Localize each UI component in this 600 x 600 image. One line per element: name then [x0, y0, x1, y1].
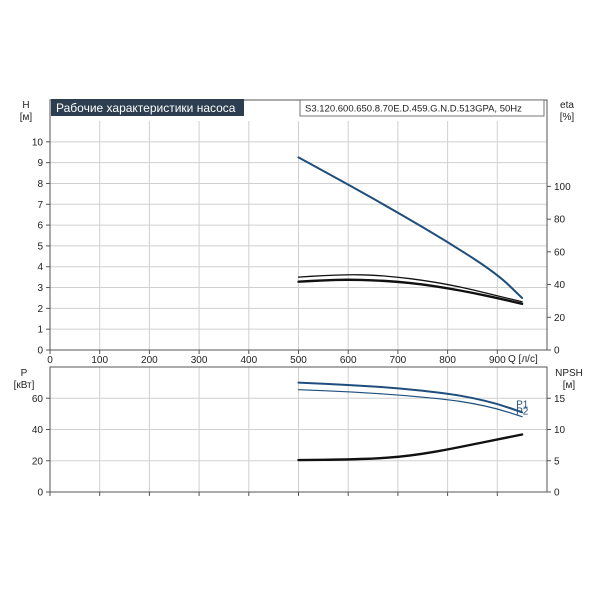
series-line-top-0 [297, 156, 524, 299]
y-right-tick-label: 15 [554, 394, 566, 405]
x-tick-label: 400 [240, 355, 257, 366]
chart-title: Рабочие характеристики насоса [56, 101, 236, 115]
y-right-tick-label: 0 [554, 488, 560, 499]
y-right-tick-label: 0 [554, 346, 560, 357]
y-right-tick-label: 10 [554, 425, 566, 436]
y-left-tick-label: 1 [37, 325, 43, 336]
y-left-unit: [м] [20, 112, 33, 123]
power-label: P [21, 368, 28, 379]
x-tick-label: 100 [91, 355, 108, 366]
y-right-tick-label: 60 [554, 247, 566, 258]
series-line-p1 [297, 381, 524, 414]
x-tick-label: 600 [340, 355, 357, 366]
title-box [51, 99, 244, 116]
x-axis-label: Q [л/с] [508, 354, 538, 365]
y-right-tick-label: 100 [554, 182, 571, 193]
y-left-tick-label: 20 [32, 456, 44, 467]
y-right-tick-label: 80 [554, 215, 566, 226]
x-tick-label: 0 [47, 355, 53, 366]
series-label-p1: P1 [516, 399, 529, 410]
series-label-p2: P2 [516, 407, 529, 418]
y-right-tick-label: 5 [554, 456, 560, 467]
power-unit: [кВт] [14, 380, 35, 391]
y-right-tick-label: 20 [554, 313, 566, 324]
y-left-tick-label: 60 [32, 394, 44, 405]
y-right-unit: [%] [560, 112, 575, 123]
pump-model: S3.120.600.650.8.70E.D.459.G.N.D.513GPA,… [305, 104, 522, 115]
series-line-bottom-2 [297, 433, 524, 462]
y-left-tick-label: 9 [37, 158, 43, 169]
y-left-tick-label: 3 [37, 283, 43, 294]
y-left-tick-label: 6 [37, 221, 43, 232]
series-line-top-1 [297, 274, 523, 303]
series-line-top-2 [297, 278, 524, 305]
y-left-tick-label: 40 [32, 425, 44, 436]
y-left-tick-label: 10 [32, 137, 44, 148]
npsh-label: NPSH [555, 368, 583, 379]
y-left-tick-label: 0 [37, 346, 43, 357]
y-left-tick-label: 7 [37, 200, 43, 211]
y-left-tick-label: 0 [37, 488, 43, 499]
x-tick-label: 500 [290, 355, 307, 366]
head-efficiency-panel: Рабочие характеристики насоса S3.120.600… [20, 99, 575, 366]
x-tick-label: 300 [191, 355, 208, 366]
model-box [299, 99, 545, 117]
y-left-tick-label: 4 [37, 262, 43, 273]
npsh-unit: [м] [563, 380, 576, 391]
y-left-label: H [22, 100, 29, 111]
y-left-tick-label: 8 [37, 179, 43, 190]
y-left-tick-label: 2 [37, 304, 43, 315]
series-line-p2 [297, 389, 523, 418]
y-right-label: eta [560, 100, 574, 111]
y-right-tick-label: 40 [554, 280, 566, 291]
x-tick-label: 900 [489, 355, 506, 366]
x-tick-label: 700 [390, 355, 407, 366]
x-tick-label: 800 [439, 355, 456, 366]
y-left-tick-label: 5 [37, 241, 43, 252]
x-tick-label: 200 [141, 355, 158, 366]
